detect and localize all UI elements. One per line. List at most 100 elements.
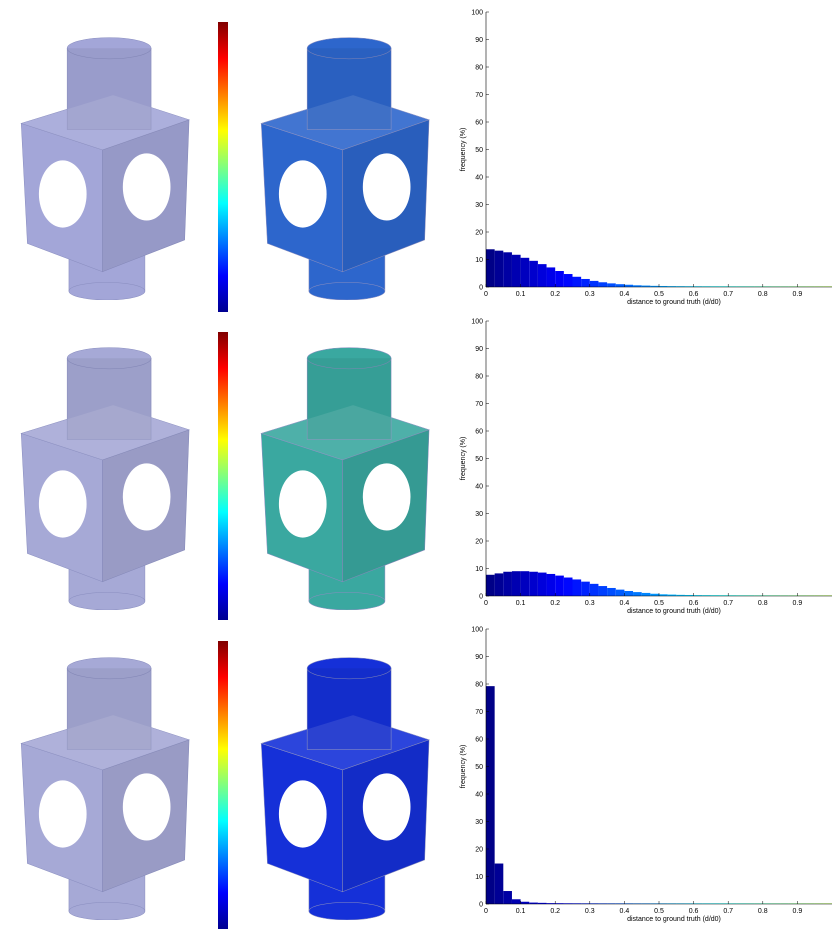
- bar: [771, 595, 781, 596]
- bar: [823, 595, 832, 596]
- y-tick-label: 70: [475, 401, 483, 408]
- bar: [702, 595, 711, 596]
- bar: [589, 903, 599, 904]
- x-tick-label: 0: [484, 291, 488, 298]
- bar: [780, 903, 789, 904]
- bar: [589, 280, 599, 287]
- y-tick-label: 90: [475, 346, 483, 353]
- y-tick-label: 80: [475, 682, 483, 689]
- mesh-render: [20, 37, 190, 300]
- bar: [745, 286, 755, 287]
- bar: [633, 592, 642, 596]
- bar: [598, 903, 608, 904]
- x-tick-label: 0.3: [585, 600, 595, 607]
- bar: [486, 249, 495, 287]
- x-tick-label: 0.7: [723, 291, 733, 298]
- bar: [537, 902, 547, 904]
- bar: [754, 903, 763, 904]
- bar: [494, 250, 504, 287]
- bar: [728, 903, 737, 904]
- bar: [788, 903, 798, 904]
- x-tick-label: 0.2: [550, 908, 560, 915]
- error-map: [260, 657, 430, 920]
- x-tick-label: 0.8: [758, 291, 768, 298]
- bar: [641, 592, 651, 596]
- bar: [650, 593, 659, 596]
- x-tick-label: 0.1: [516, 600, 526, 607]
- bar: [710, 595, 720, 596]
- y-tick-label: 80: [475, 374, 483, 381]
- bar: [788, 286, 798, 287]
- y-tick-label: 10: [475, 874, 483, 881]
- histogram: 0 10 20 30 40 50 60 70 80 90 100 0 0.1 0.2 0.3 0.4 0.5 0.…: [460, 10, 832, 306]
- bar: [624, 284, 634, 287]
- x-tick-label: 0.2: [550, 600, 560, 607]
- bar: [511, 899, 521, 904]
- bar: [719, 595, 729, 596]
- bar: [693, 903, 703, 904]
- bar: [624, 903, 634, 904]
- bar: [659, 903, 668, 904]
- bar: [581, 278, 590, 287]
- bar: [823, 286, 832, 287]
- bar: [728, 595, 737, 596]
- bar: [676, 594, 685, 596]
- y-tick-label: 60: [475, 737, 483, 744]
- bar: [710, 903, 720, 904]
- y-tick-label: 30: [475, 819, 483, 826]
- bar: [511, 571, 521, 596]
- bar: [615, 589, 625, 596]
- bar: [667, 594, 677, 596]
- y-tick-label: 30: [475, 202, 483, 209]
- bar: [546, 573, 556, 596]
- bar: [684, 594, 694, 596]
- bar: [563, 274, 573, 287]
- mesh-render: [20, 347, 190, 610]
- x-tick-label: 0.3: [585, 908, 595, 915]
- y-axis-label: frequency (%): [460, 437, 467, 481]
- bar: [762, 903, 772, 904]
- x-tick-label: 0.9: [793, 908, 803, 915]
- bar: [823, 903, 832, 904]
- y-tick-label: 40: [475, 175, 483, 182]
- bar: [814, 286, 824, 287]
- colorbars: [218, 22, 228, 929]
- bar: [762, 286, 772, 287]
- x-tick-label: 0.1: [516, 291, 526, 298]
- error-map: [260, 347, 430, 610]
- bar: [555, 903, 564, 904]
- bar: [736, 286, 746, 287]
- error-map: [260, 37, 430, 300]
- bar: [563, 577, 573, 596]
- bar: [529, 571, 538, 596]
- y-tick-label: 90: [475, 37, 483, 44]
- x-tick-label: 0.2: [550, 291, 560, 298]
- bar: [572, 276, 582, 287]
- bar: [615, 284, 625, 287]
- bar: [780, 286, 789, 287]
- bar: [503, 571, 512, 596]
- bar: [572, 903, 582, 904]
- y-tick-label: 20: [475, 230, 483, 237]
- bar: [520, 901, 530, 904]
- y-tick-label: 60: [475, 429, 483, 436]
- y-tick-label: 40: [475, 484, 483, 491]
- bar: [555, 271, 564, 287]
- y-tick-label: 80: [475, 65, 483, 72]
- y-tick-label: 0: [479, 594, 483, 601]
- bar: [650, 285, 659, 287]
- x-axis-label: distance to ground truth (d/d0): [627, 608, 721, 615]
- bar: [693, 286, 703, 287]
- y-tick-label: 30: [475, 511, 483, 518]
- x-tick-label: 0.3: [585, 291, 595, 298]
- x-tick-label: 0.9: [793, 600, 803, 607]
- x-tick-label: 0.6: [689, 600, 699, 607]
- bar: [797, 903, 807, 904]
- bar: [555, 575, 564, 596]
- bar: [659, 594, 668, 596]
- y-tick-label: 10: [475, 566, 483, 573]
- bar: [754, 595, 763, 596]
- x-tick-label: 0.6: [689, 291, 699, 298]
- bar: [814, 595, 824, 596]
- bar: [667, 286, 677, 287]
